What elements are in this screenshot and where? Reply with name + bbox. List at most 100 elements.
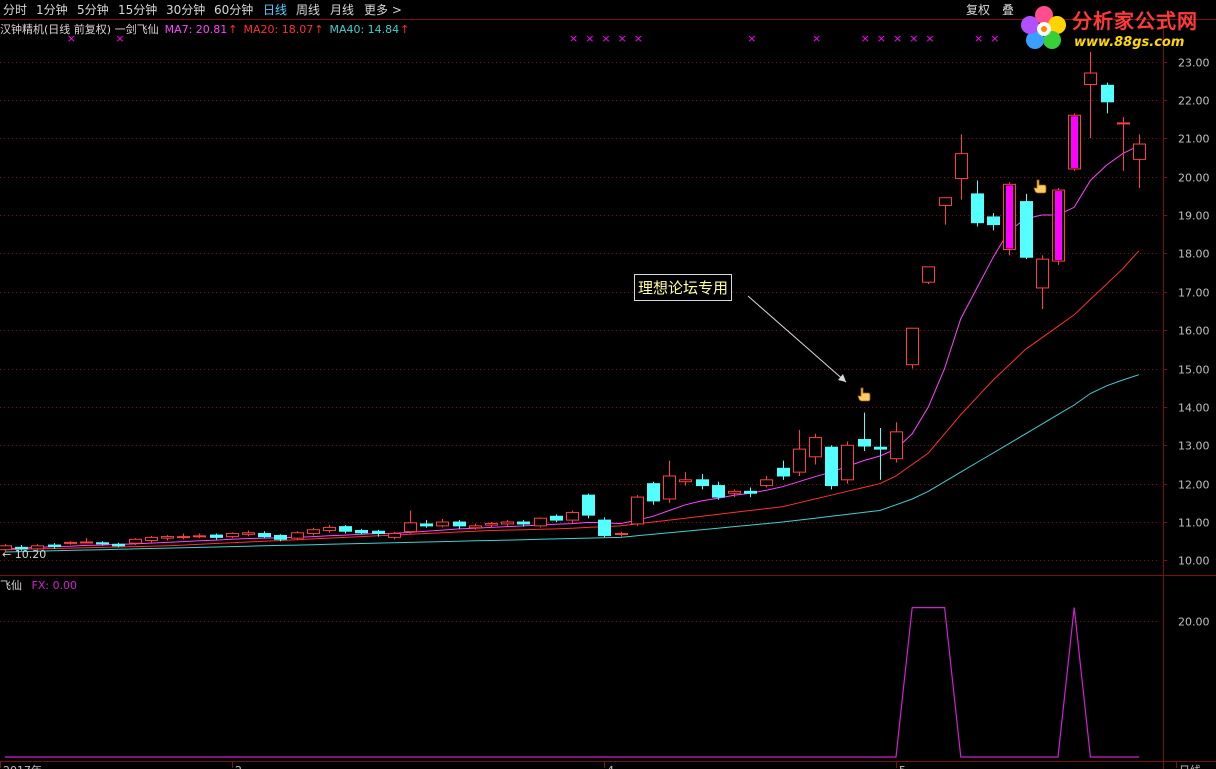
candle-body [274, 534, 287, 540]
indicator-legend: 飞仙 FX: 0.00 [0, 577, 77, 593]
fx-value: FX: 0.00 [31, 579, 78, 592]
candle-body [80, 541, 93, 544]
candle-body [809, 437, 822, 458]
candle-body [777, 467, 790, 477]
candle [744, 487, 757, 498]
period-tab-5[interactable]: 60分钟 [214, 3, 254, 17]
candle [566, 510, 579, 523]
candle-body [582, 494, 595, 516]
candle-body [404, 522, 417, 533]
signal-mark: × [893, 32, 902, 45]
period-tab-1[interactable]: 1分钟 [36, 3, 68, 17]
candle [161, 535, 174, 541]
signal-mark: × [747, 32, 756, 45]
candle-body [728, 490, 741, 494]
x-tick-label: 日线 [1179, 763, 1201, 769]
candle-body [939, 197, 952, 206]
logo-title: 分析家公式网 [1072, 9, 1198, 33]
candle-body [696, 479, 709, 487]
candle [501, 520, 514, 526]
period-toolbar: 分时 1分钟 5分钟 15分钟 30分钟 60分钟 日线 周线 月线 更多 > 复权叠 [0, 0, 1216, 19]
period-tab-2[interactable]: 5分钟 [77, 3, 109, 17]
candle-body [48, 544, 61, 548]
candle [469, 523, 482, 530]
candle-body [744, 490, 757, 494]
candle-body [679, 479, 692, 483]
adjust-button[interactable]: 复权 [966, 3, 991, 17]
y-tick-label: 18.00 [1178, 248, 1210, 261]
candle [955, 134, 968, 200]
candle-body [469, 525, 482, 529]
candle-body [663, 475, 676, 500]
y-tick-label: 14.00 [1178, 402, 1210, 415]
candle-body [1036, 258, 1049, 289]
candle-body [485, 523, 498, 526]
candle [777, 460, 790, 480]
candle-body [550, 515, 563, 521]
period-tab-6[interactable]: 日线 [263, 3, 288, 17]
pointing-hand-icon [1033, 179, 1047, 194]
signal-mark: × [990, 32, 999, 45]
candle [129, 538, 142, 546]
x-tick-label: 2 [235, 764, 242, 769]
candle-body [210, 534, 223, 538]
candle [874, 428, 887, 480]
candle [631, 495, 644, 526]
overlay-button[interactable]: 叠 [1002, 3, 1015, 17]
candle [696, 474, 709, 490]
candle [939, 197, 952, 225]
y-tick-label: 13.00 [1178, 440, 1210, 453]
candle-body [226, 533, 239, 538]
candle [598, 517, 611, 538]
period-tab-0[interactable]: 分时 [3, 3, 28, 17]
y-tick-label: 17.00 [1178, 287, 1210, 300]
candle [1117, 117, 1130, 171]
candle-body [64, 541, 77, 544]
site-logo: 分析家公式网 www.88gs.com [1018, 3, 1214, 53]
candle-body [598, 519, 611, 536]
candle-body [1117, 122, 1130, 125]
x-tick-label: 5 [899, 764, 906, 769]
candle-body [355, 529, 368, 534]
low-price-label: ← 10.20 [2, 548, 46, 561]
period-tab-9[interactable]: 更多 > [364, 3, 402, 17]
candle [922, 266, 935, 285]
period-tab-4[interactable]: 30分钟 [166, 3, 206, 17]
signal-mark: × [974, 32, 983, 45]
candle [582, 493, 595, 519]
candle [841, 441, 854, 484]
candle [112, 542, 125, 548]
period-tab-7[interactable]: 周线 [296, 3, 321, 17]
hand-shape [857, 387, 871, 402]
candle [534, 517, 547, 528]
signal-mark: × [861, 32, 870, 45]
y-tick-label: 10.00 [1178, 555, 1210, 568]
fx-line [5, 606, 1139, 758]
ma-line-ma20 [4, 250, 1140, 551]
candle [145, 535, 158, 543]
candle-body [858, 439, 871, 447]
candle [663, 460, 676, 503]
candle [258, 531, 271, 539]
candle-body [987, 216, 1000, 226]
y-tick-label: 22.00 [1178, 95, 1210, 108]
signal-mark: × [569, 32, 578, 45]
candle-body [161, 536, 174, 539]
candle [242, 530, 255, 537]
period-tab-8[interactable]: 月线 [330, 3, 355, 17]
candle [177, 533, 190, 540]
candle-body [420, 523, 433, 527]
candle-body [372, 530, 385, 535]
period-tab-3[interactable]: 15分钟 [118, 3, 158, 17]
candle [453, 520, 466, 529]
signal-fill [1071, 116, 1078, 168]
candle [1020, 193, 1033, 260]
candle [31, 544, 44, 551]
candle [858, 412, 871, 452]
candle-body [339, 526, 352, 532]
candle-body [534, 517, 547, 527]
signal-mark: × [67, 32, 76, 45]
candle-body [388, 533, 401, 538]
candle [48, 543, 61, 549]
candle [1003, 182, 1016, 256]
